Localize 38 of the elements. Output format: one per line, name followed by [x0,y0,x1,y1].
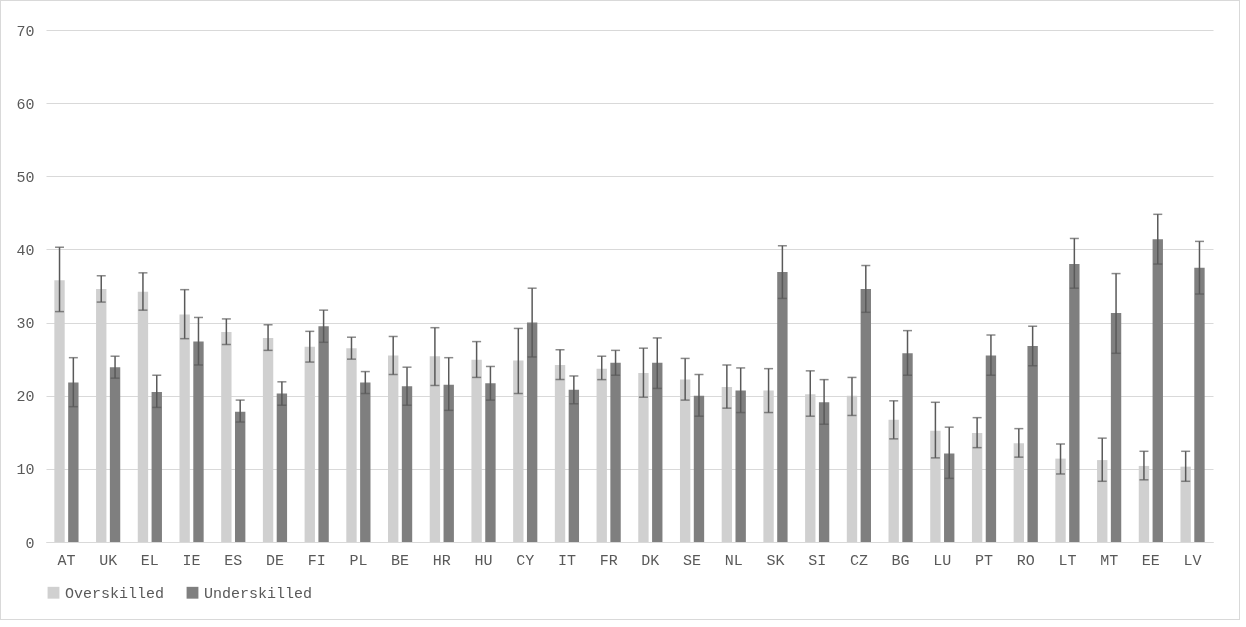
y-tick-label: 30 [16,316,35,334]
x-tick-label: SI [808,552,827,570]
x-tick-label: MT [1100,552,1119,570]
y-tick-label: 50 [16,169,35,187]
x-tick-label: UK [99,552,118,570]
x-tick-label: IE [182,552,201,570]
y-tick-label: 40 [16,242,35,260]
y-tick-label: 20 [16,389,35,407]
x-tick-label: HR [432,552,451,570]
x-tick-label: FI [307,552,326,570]
x-tick-label: IT [557,552,576,570]
x-tick-label: SK [766,552,785,570]
x-tick-label: NL [724,552,743,570]
x-tick-label: EE [1141,552,1160,570]
legend-label: Overskilled [65,585,165,603]
x-tick-label: CZ [849,552,868,570]
y-tick-label: 70 [16,23,35,41]
x-tick-label: BE [391,552,410,570]
x-tick-label: AT [57,552,76,570]
x-tick-label: SE [683,552,702,570]
x-tick-label: EL [140,552,159,570]
x-tick-label: BG [891,552,910,570]
x-tick-label: DK [641,552,660,570]
x-tick-label: CY [516,552,535,570]
y-tick-label: 10 [16,462,35,480]
y-tick-label: 60 [16,96,35,114]
x-tick-label: LT [1058,552,1077,570]
x-tick-label: RO [1016,552,1035,570]
x-tick-label: LV [1183,552,1202,570]
x-tick-label: PL [349,552,368,570]
x-tick-label: DE [265,552,284,570]
x-tick-label: PT [975,552,994,570]
x-tick-label: ES [224,552,243,570]
x-tick-label: HU [474,552,493,570]
legend-label: Underskilled [204,585,313,603]
x-tick-label: LU [933,552,952,570]
x-tick-label: FR [599,552,618,570]
y-tick-label: 0 [25,535,35,553]
